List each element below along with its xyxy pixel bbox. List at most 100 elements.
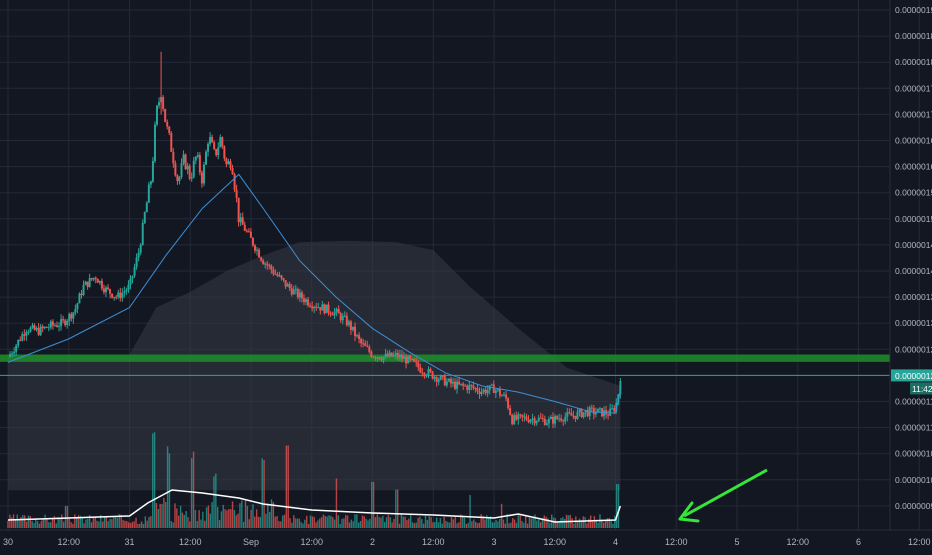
candle-body	[133, 267, 136, 276]
candle-body	[394, 352, 397, 355]
volume-bar	[267, 503, 269, 528]
candle-body	[582, 412, 585, 418]
candle-body	[309, 305, 312, 307]
candle-body	[419, 367, 422, 373]
volume-bar	[584, 516, 586, 528]
candle-body	[96, 279, 99, 283]
candle-body	[405, 356, 408, 364]
volume-bar	[458, 522, 460, 528]
volume-bar	[395, 489, 397, 528]
candle-body	[584, 410, 587, 413]
volume-bar	[105, 517, 108, 528]
volume-bar	[157, 508, 160, 528]
candle-body	[549, 416, 552, 420]
volume-bar	[478, 522, 481, 528]
candle-body	[74, 309, 77, 313]
candle-body	[421, 372, 424, 374]
x-tick-label: Sep	[243, 537, 259, 547]
y-tick-label: 0.00000140	[895, 266, 932, 276]
volume-bar	[287, 445, 289, 528]
candle-body	[143, 212, 146, 223]
volume-bar	[280, 521, 282, 528]
volume-bar	[85, 519, 87, 528]
volume-bar	[126, 521, 128, 528]
volume-bar	[250, 509, 252, 528]
candle-body	[366, 345, 369, 347]
candle-body	[519, 414, 522, 416]
candle-body	[486, 390, 489, 394]
volume-bar	[484, 519, 486, 528]
candle-body	[198, 155, 201, 173]
volume-bar	[18, 520, 20, 528]
candle-body	[94, 277, 97, 280]
candle-body	[251, 237, 254, 246]
candle-body	[492, 384, 495, 394]
volume-bar	[131, 521, 134, 528]
candle-body	[517, 414, 520, 420]
candle-body	[429, 369, 432, 372]
volume-bar	[573, 523, 575, 528]
volume-bar	[437, 522, 440, 528]
candle-body	[221, 137, 224, 147]
volume-bar	[515, 522, 518, 528]
volume-bar	[350, 519, 352, 528]
volume-bar	[161, 504, 163, 528]
volume-bar	[461, 516, 464, 528]
candle-body	[262, 260, 265, 265]
volume-bar	[31, 520, 33, 528]
candle-body	[609, 408, 612, 416]
volume-bar	[196, 521, 198, 528]
volume-bar	[213, 476, 215, 528]
volume-bar	[413, 523, 416, 528]
volume-bar	[447, 521, 449, 528]
volume-bar	[16, 514, 18, 528]
volume-bar	[281, 515, 284, 528]
volume-bar	[300, 522, 302, 528]
candle-body	[562, 420, 565, 422]
candle-body	[15, 345, 18, 352]
volume-bar	[471, 521, 473, 528]
volume-bar	[382, 515, 384, 528]
volume-bar	[274, 516, 276, 528]
candle-body	[58, 326, 61, 328]
candle-body	[217, 147, 220, 156]
candle-body	[529, 419, 532, 423]
candle-body	[123, 291, 126, 293]
annotation-arrow-head	[678, 501, 700, 523]
candle-body	[294, 288, 297, 290]
volume-bar	[441, 523, 443, 528]
volume-bar	[456, 523, 458, 528]
y-tick-label: 0.00000185	[895, 31, 932, 41]
candle-body	[102, 288, 105, 293]
volume-bar	[406, 520, 408, 528]
volume-bar	[172, 522, 174, 528]
x-tick-label: 12:00	[57, 537, 80, 547]
volume-bar	[443, 516, 445, 528]
volume-bar	[363, 516, 365, 528]
volume-bar	[205, 507, 208, 528]
volume-bar	[176, 508, 178, 528]
candle-body	[415, 361, 418, 363]
volume-bar	[517, 515, 519, 528]
candle-body	[51, 321, 54, 326]
volume-bar	[70, 522, 72, 528]
candle-body	[156, 105, 159, 125]
candle-body	[276, 274, 279, 276]
candle-body	[515, 415, 518, 420]
candle-body	[411, 358, 414, 360]
candle-body	[86, 281, 89, 287]
candle-body	[388, 352, 391, 357]
candle-body	[260, 257, 263, 261]
candle-body	[466, 385, 469, 391]
candle-body	[131, 275, 134, 279]
volume-bar	[148, 516, 150, 528]
candle-body	[258, 249, 261, 258]
candle-body	[462, 383, 465, 386]
candle-body	[400, 354, 403, 359]
candle-body	[84, 281, 87, 285]
volume-bar	[183, 515, 185, 528]
candle-body	[364, 343, 367, 346]
volume-bar	[100, 515, 102, 528]
